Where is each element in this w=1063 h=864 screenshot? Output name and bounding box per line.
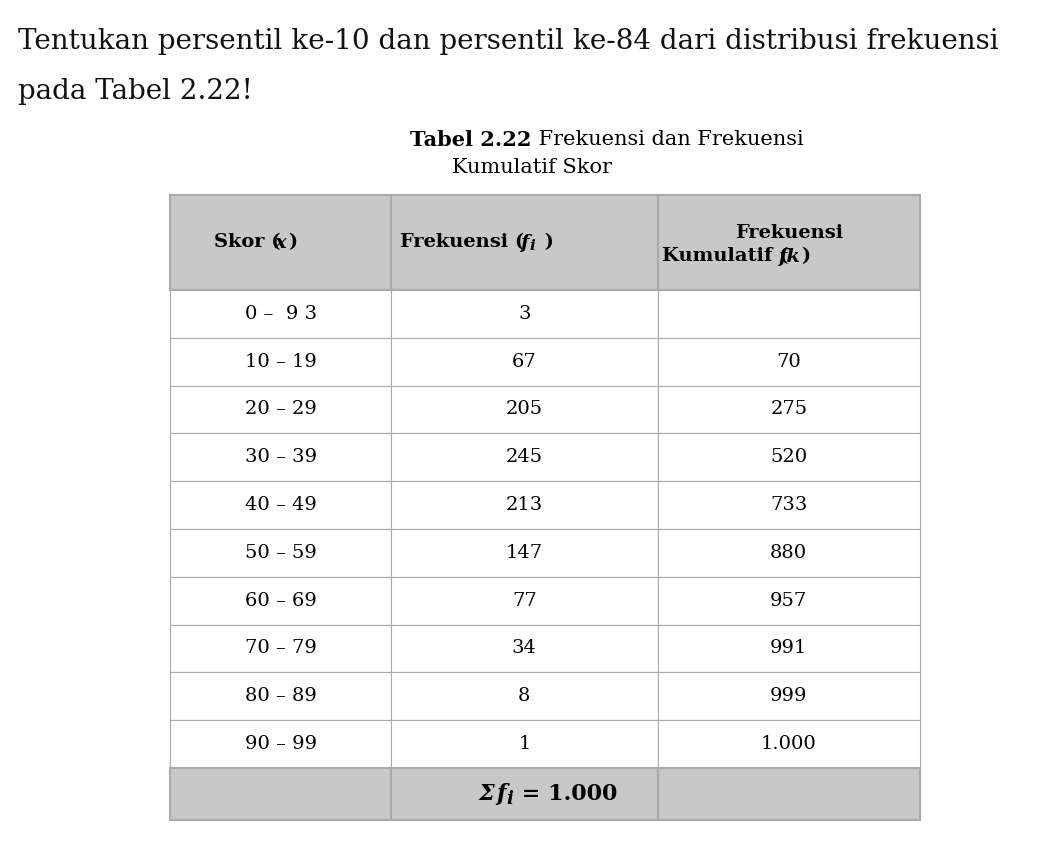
Bar <box>170 529 391 577</box>
Text: 245: 245 <box>506 448 543 467</box>
Text: 70 – 79: 70 – 79 <box>244 639 317 658</box>
Text: f: f <box>496 783 506 805</box>
Text: 90 – 99: 90 – 99 <box>244 735 317 753</box>
Bar <box>658 721 919 768</box>
Text: 34: 34 <box>512 639 537 658</box>
Bar <box>170 481 391 529</box>
Bar <box>658 481 919 529</box>
Bar <box>170 338 391 385</box>
Bar <box>391 721 658 768</box>
Text: Frekuensi dan Frekuensi: Frekuensi dan Frekuensi <box>532 130 804 149</box>
Text: 213: 213 <box>506 496 543 514</box>
Text: 10 – 19: 10 – 19 <box>244 353 317 371</box>
Bar <box>170 577 391 625</box>
Text: pada Tabel 2.22!: pada Tabel 2.22! <box>18 78 253 105</box>
Text: 880: 880 <box>771 544 807 562</box>
Bar <box>170 768 391 820</box>
Text: 733: 733 <box>770 496 808 514</box>
Text: Skor (: Skor ( <box>214 233 281 251</box>
Text: f: f <box>520 233 528 251</box>
Bar <box>658 625 919 672</box>
Text: 999: 999 <box>770 687 808 705</box>
Bar <box>391 338 658 385</box>
Text: 77: 77 <box>512 592 537 610</box>
Bar <box>658 768 919 820</box>
Bar <box>658 577 919 625</box>
Bar <box>170 721 391 768</box>
Text: 30 – 39: 30 – 39 <box>244 448 317 467</box>
Text: 50 – 59: 50 – 59 <box>244 544 317 562</box>
Text: 80 – 89: 80 – 89 <box>244 687 317 705</box>
Text: Kumulatif Skor: Kumulatif Skor <box>452 158 612 177</box>
Bar <box>170 625 391 672</box>
Text: ): ) <box>288 233 297 251</box>
Bar <box>391 768 658 820</box>
Text: 520: 520 <box>771 448 807 467</box>
Bar <box>391 290 658 338</box>
Bar <box>391 529 658 577</box>
Bar <box>170 385 391 434</box>
Text: = 1.000: = 1.000 <box>514 783 618 805</box>
Text: 205: 205 <box>506 401 543 418</box>
Text: Frekuensi: Frekuensi <box>735 224 843 242</box>
Text: Kumulatif (: Kumulatif ( <box>662 247 789 265</box>
Bar <box>170 290 391 338</box>
Text: 991: 991 <box>770 639 808 658</box>
Text: ): ) <box>538 233 554 251</box>
Text: Tabel 2.22: Tabel 2.22 <box>410 130 532 150</box>
Text: 20 – 29: 20 – 29 <box>244 401 317 418</box>
Text: 275: 275 <box>771 401 807 418</box>
Text: x: x <box>275 233 286 251</box>
Text: 70: 70 <box>776 353 802 371</box>
Text: 40 – 49: 40 – 49 <box>244 496 317 514</box>
Text: 8: 8 <box>518 687 530 705</box>
Text: ): ) <box>800 247 810 265</box>
Bar <box>658 385 919 434</box>
Text: fk: fk <box>778 247 799 265</box>
Text: Tentukan persentil ke-10 dan persentil ke-84 dari distribusi frekuensi: Tentukan persentil ke-10 dan persentil k… <box>18 28 998 55</box>
Bar <box>391 672 658 721</box>
Bar <box>658 434 919 481</box>
Text: i: i <box>506 790 513 808</box>
Text: i: i <box>529 239 535 253</box>
Bar <box>391 481 658 529</box>
Text: 67: 67 <box>512 353 537 371</box>
Bar <box>658 672 919 721</box>
Bar <box>170 195 391 290</box>
Text: 60 – 69: 60 – 69 <box>244 592 317 610</box>
Bar <box>658 290 919 338</box>
Bar <box>658 529 919 577</box>
Bar <box>658 338 919 385</box>
Bar <box>391 195 658 290</box>
Text: 1.000: 1.000 <box>761 735 816 753</box>
Bar <box>658 195 919 290</box>
Text: 957: 957 <box>770 592 808 610</box>
Bar <box>170 672 391 721</box>
Text: 0 –  9 3: 0 – 9 3 <box>244 305 317 323</box>
Text: Σ: Σ <box>478 783 494 805</box>
Bar <box>391 577 658 625</box>
Text: 1: 1 <box>518 735 530 753</box>
Bar <box>391 434 658 481</box>
Bar <box>170 434 391 481</box>
Text: 147: 147 <box>506 544 543 562</box>
Bar <box>391 385 658 434</box>
Bar <box>391 625 658 672</box>
Text: 3: 3 <box>518 305 530 323</box>
Text: Frekuensi (: Frekuensi ( <box>401 233 524 251</box>
